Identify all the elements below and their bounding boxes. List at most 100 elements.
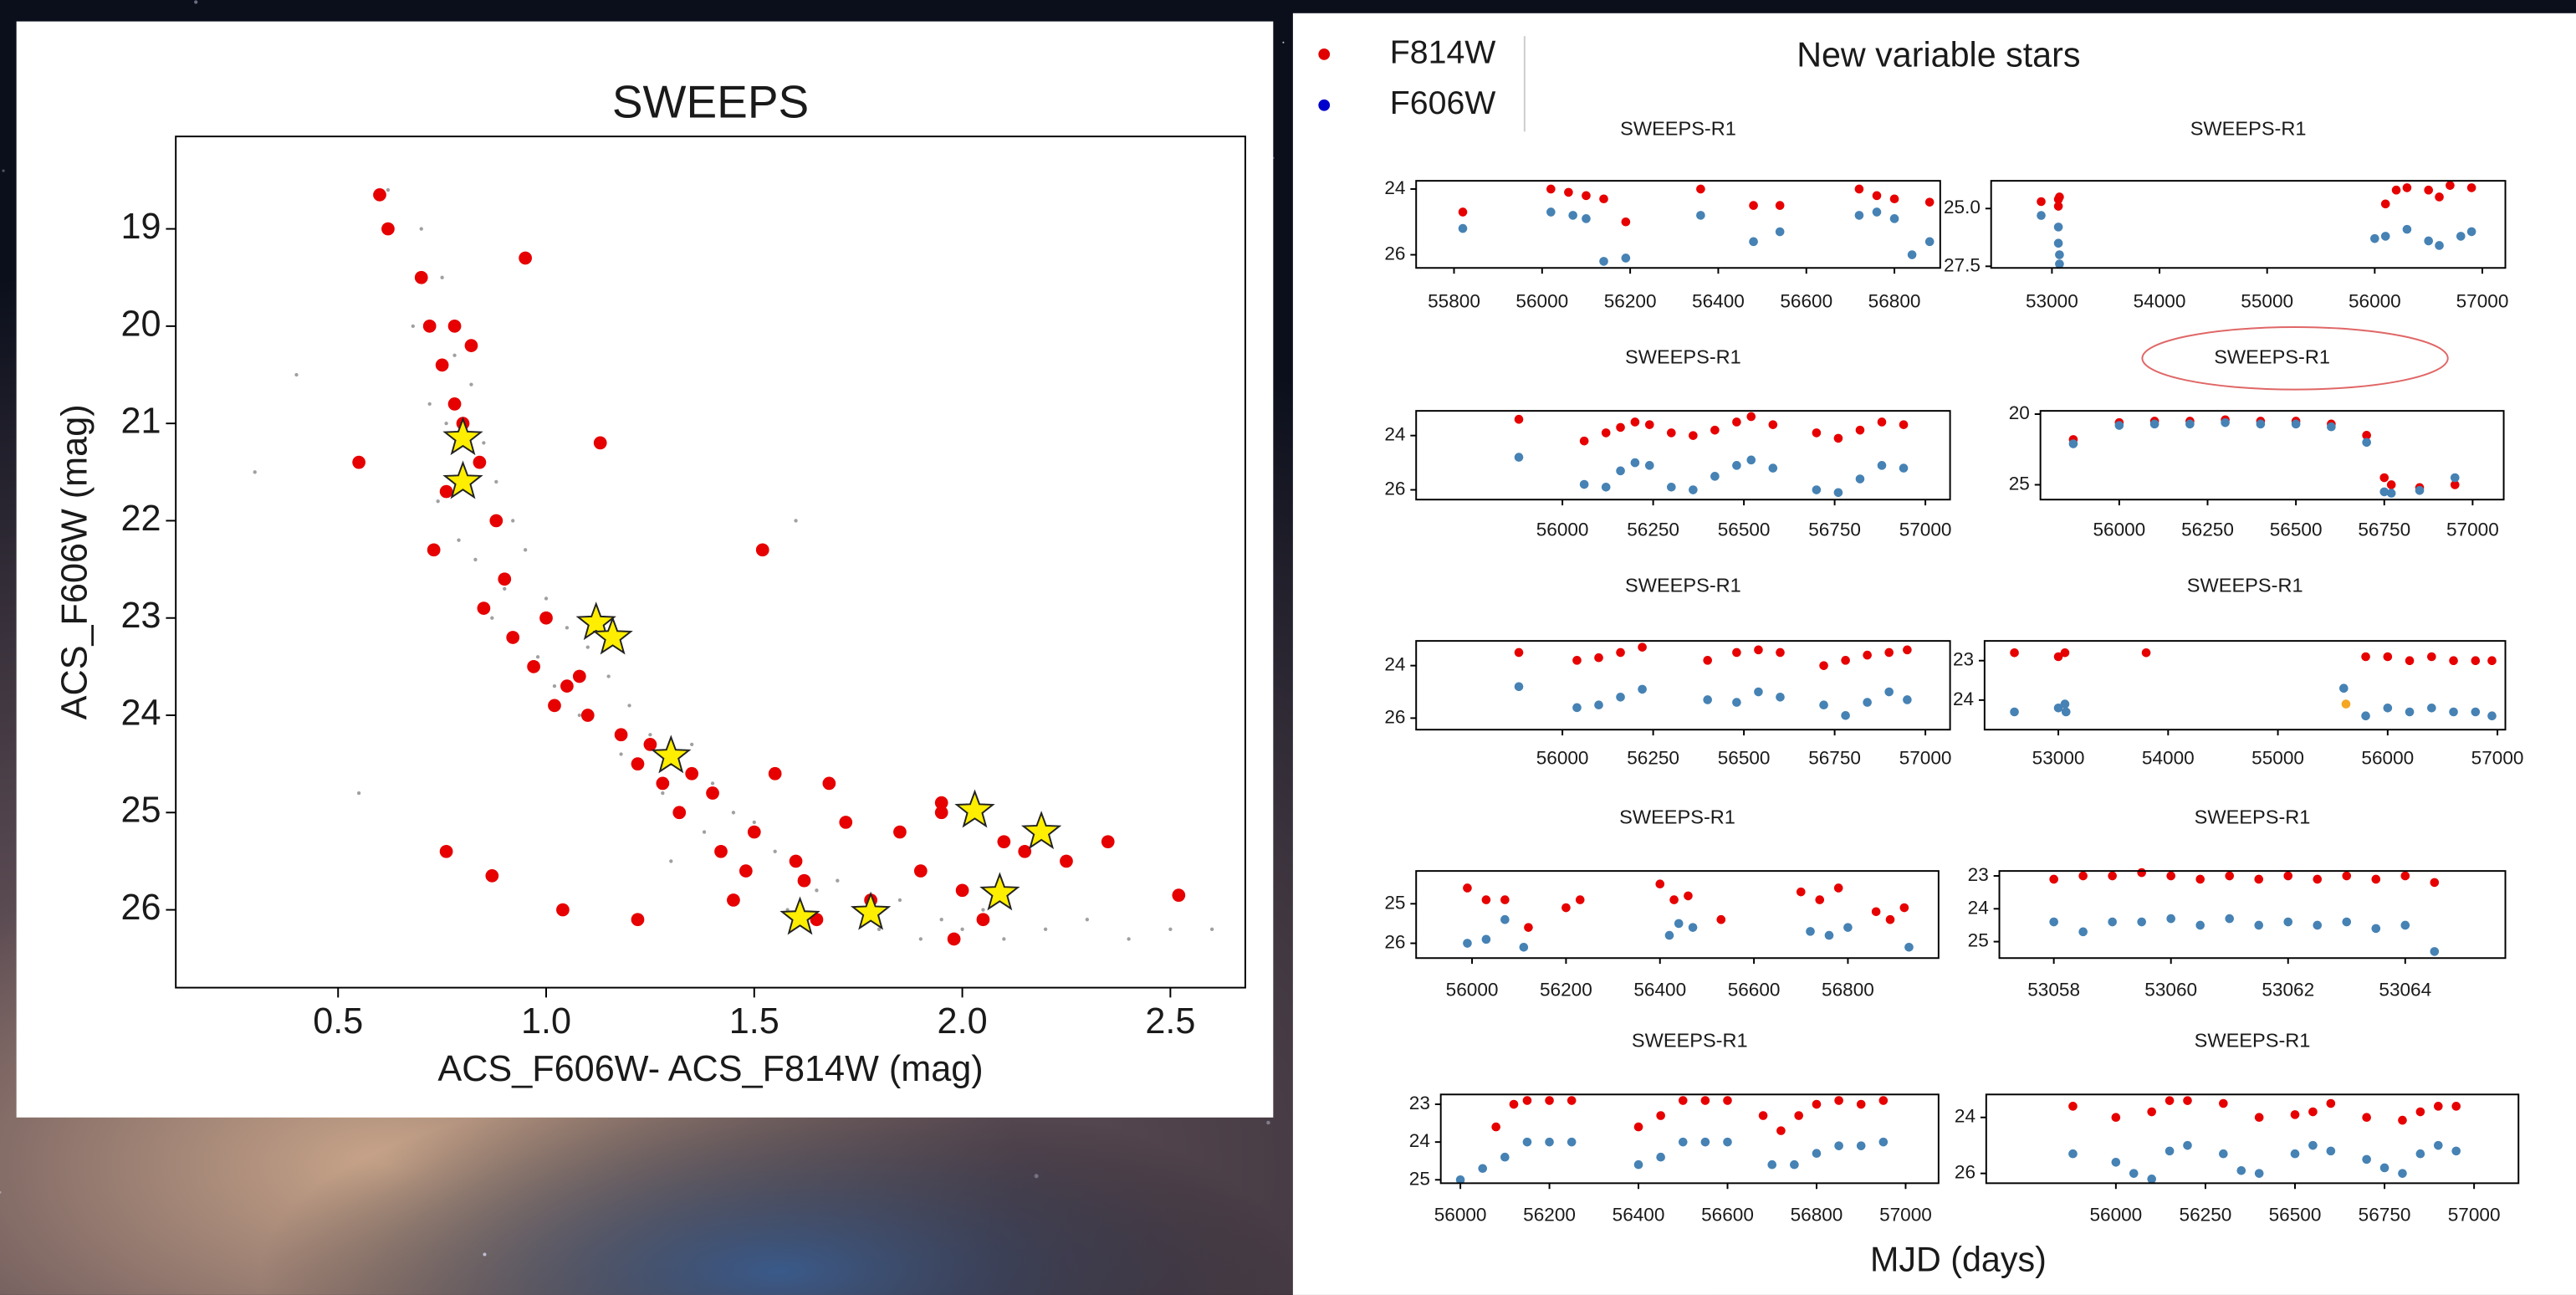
point <box>714 844 728 858</box>
point <box>1043 927 1048 931</box>
point <box>1575 895 1585 904</box>
point <box>1667 482 1676 492</box>
point <box>1002 937 1006 941</box>
point <box>1856 1141 1866 1150</box>
x-tick-label: 56600 <box>1780 290 1832 311</box>
point <box>548 699 561 713</box>
y-tick-label: 26 <box>1384 243 1405 264</box>
point <box>1572 703 1582 713</box>
x-tick-label: 56200 <box>1540 980 1592 1001</box>
point <box>669 859 673 863</box>
point <box>747 825 761 839</box>
x-tick-label: 2.5 <box>1145 1001 1195 1042</box>
point <box>1579 479 1589 489</box>
point <box>1732 698 1741 707</box>
point <box>1812 485 1822 494</box>
point <box>1101 835 1115 849</box>
point <box>2427 703 2436 713</box>
point <box>2053 202 2063 211</box>
point <box>2466 183 2476 192</box>
point <box>2487 656 2497 666</box>
point <box>2405 707 2415 717</box>
point <box>614 728 628 742</box>
point <box>1877 461 1887 470</box>
point <box>685 766 699 781</box>
point <box>1616 692 1625 702</box>
y-tick-label: 27.5 <box>1944 254 1981 275</box>
point <box>356 791 361 796</box>
y-tick-label: 25.0 <box>1944 197 1981 218</box>
point <box>2361 652 2370 662</box>
point <box>2379 1163 2389 1173</box>
point <box>1478 1164 1488 1174</box>
point <box>1872 191 1882 201</box>
point <box>2111 1157 2121 1167</box>
point <box>2068 1102 2078 1111</box>
y-tick-label: 20 <box>120 304 161 344</box>
point <box>773 849 777 853</box>
point <box>381 222 395 236</box>
point <box>1924 237 1935 247</box>
x-tick-label: 2.0 <box>938 1001 988 1042</box>
y-tick-label: 26 <box>1384 932 1405 953</box>
point <box>2424 236 2433 246</box>
point <box>552 683 557 688</box>
point <box>2010 648 2019 658</box>
point <box>2449 656 2458 666</box>
point <box>1644 420 1654 429</box>
point <box>1812 428 1822 438</box>
point <box>2254 874 2264 884</box>
chart-title: SWEEPS-R1 <box>2187 575 2303 596</box>
point <box>1723 1096 1732 1105</box>
point <box>918 937 923 941</box>
point <box>2060 648 2070 658</box>
point <box>386 187 391 192</box>
star-marker <box>779 896 820 935</box>
point <box>981 908 985 912</box>
point <box>2370 233 2379 243</box>
star-marker <box>592 616 633 655</box>
left-panel <box>16 21 1274 1118</box>
point <box>2254 920 2264 930</box>
point <box>1754 687 1763 697</box>
point <box>1561 903 1571 913</box>
plot-frame <box>175 136 1246 989</box>
point <box>619 752 623 756</box>
plot-frame <box>1990 180 2507 269</box>
point <box>511 519 515 523</box>
point <box>1819 661 1828 670</box>
point <box>1689 485 1698 494</box>
point <box>1085 918 1090 922</box>
x-tick-label: 57000 <box>2446 520 2499 540</box>
point <box>2053 703 2063 713</box>
point <box>2424 185 2433 195</box>
point <box>1522 1096 1532 1105</box>
point <box>1678 1096 1688 1105</box>
point <box>1655 879 1665 889</box>
point <box>2111 1113 2121 1123</box>
y-tick-label: 25 <box>1968 930 1989 951</box>
y-tick-label: 25 <box>120 791 161 831</box>
point <box>1664 930 1674 940</box>
point <box>1841 656 1850 665</box>
point <box>490 616 494 620</box>
point <box>2386 489 2396 498</box>
x-tick-label: 56200 <box>1604 290 1657 311</box>
x-tick-label: 56000 <box>1446 980 1499 1001</box>
plot-frame <box>1415 640 1951 731</box>
point <box>1455 1175 1465 1185</box>
point <box>585 645 590 649</box>
point <box>1564 187 1573 197</box>
point <box>2379 487 2389 497</box>
point <box>1601 482 1611 492</box>
point <box>2415 1107 2425 1117</box>
point <box>2053 223 2063 232</box>
point <box>411 324 415 329</box>
point <box>2487 711 2497 721</box>
point <box>2371 924 2381 934</box>
point <box>836 878 840 883</box>
point <box>2183 1096 2192 1105</box>
point <box>2362 431 2371 440</box>
point <box>2383 652 2393 662</box>
point <box>519 251 532 265</box>
